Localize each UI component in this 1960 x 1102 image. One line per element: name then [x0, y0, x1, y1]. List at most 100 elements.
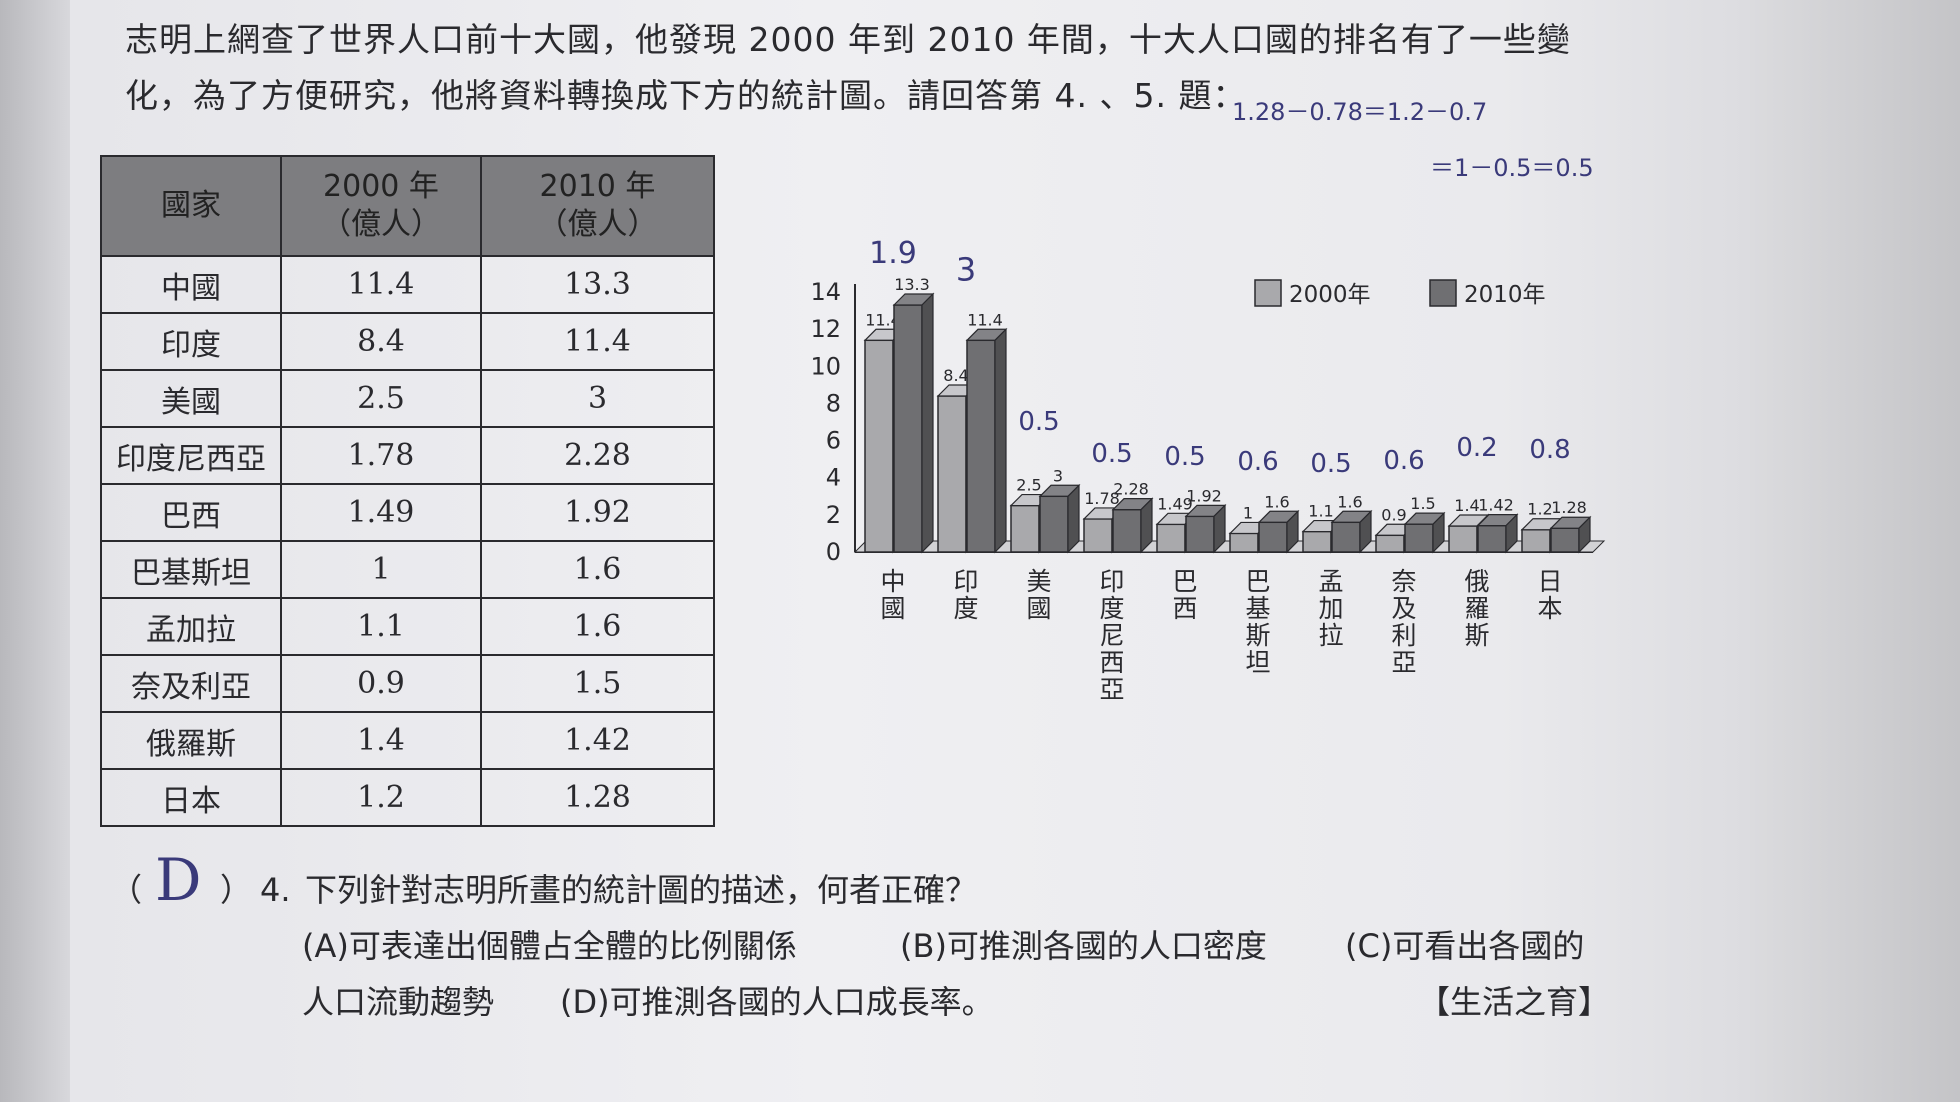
value-2000-cell: 0.9	[280, 654, 482, 713]
x-category-label-char: 中	[880, 567, 905, 596]
source-tag: 【生活之育】	[1417, 983, 1610, 1021]
handwritten-formula-1: 1.28－0.78＝1.2－0.7	[1232, 98, 1488, 126]
country-cell: 印度	[100, 312, 282, 371]
x-category-label-char: 日	[1537, 567, 1562, 596]
bar-2010	[1039, 495, 1069, 553]
question-number: 4.	[260, 871, 291, 909]
header-2000: 2000 年 （億人）	[280, 155, 482, 257]
table-row: 日本 1.2 1.28	[100, 768, 715, 827]
x-category-label-char: 孟	[1318, 567, 1343, 596]
bar-side-face	[1213, 503, 1226, 554]
population-bar-chart: 0 2 4 6 8 10 12 14 11.4 13.3 中國 8.4 11.4 印度 2.5 3 美國 1.78…	[780, 236, 1620, 710]
country-cell: 日本	[100, 768, 282, 827]
handwritten-diff: 0.8	[1529, 435, 1570, 465]
value-2000-cell: 1.78	[280, 426, 482, 485]
intro-line-2: 化，為了方便研究，他將資料轉換成下方的統計圖。請回答第 4. 、5. 題：	[125, 76, 1247, 115]
y-tick-label: 8	[826, 389, 841, 417]
bar-data-label: 1.6	[1337, 492, 1362, 511]
value-2000-cell: 1	[280, 540, 482, 599]
legend-swatch	[1429, 279, 1457, 307]
bar-data-label: 1.5	[1410, 494, 1435, 513]
value-2010-cell: 1.42	[480, 711, 715, 770]
y-tick-label: 4	[826, 464, 841, 492]
x-category-label-char: 國	[1026, 594, 1051, 623]
x-category-label-char: 尼	[1099, 621, 1124, 650]
y-tick-label: 14	[810, 278, 841, 306]
bar-2000	[937, 395, 967, 553]
x-category-label-char: 奈	[1391, 567, 1416, 596]
value-2010-cell: 3	[480, 369, 715, 428]
x-category-label-char: 斯	[1245, 621, 1270, 650]
header-2010: 2010 年 （億人）	[480, 155, 715, 257]
x-category-label-char: 及	[1391, 594, 1416, 623]
header-country: 國家	[100, 155, 282, 257]
handwritten-diff: 0.5	[1310, 449, 1351, 479]
handwritten-diff: 0.5	[1091, 439, 1132, 469]
answer-paren-open: （	[110, 871, 143, 909]
handwritten-diff: 0.5	[1164, 442, 1205, 472]
bar-2010	[1258, 521, 1288, 553]
table-row: 美國 2.5 3	[100, 369, 715, 428]
handwritten-diff-india: 3	[956, 250, 976, 288]
page-shadow-edge	[0, 0, 70, 1102]
bar-data-label: 2.5	[1016, 476, 1041, 495]
population-table: 國家 2000 年 （億人） 2010 年 （億人） 中國 11.4 13.3 印度 8…	[100, 155, 715, 827]
handwritten-formula-2: ＝1－0.5＝0.5	[1430, 154, 1594, 182]
country-cell: 中國	[100, 255, 282, 314]
bar-2000	[1010, 504, 1040, 553]
question-text: 下列針對志明所畫的統計圖的描述，何者正確？	[305, 871, 978, 909]
value-2010-cell: 2.28	[480, 426, 715, 485]
bar-side-face	[921, 292, 934, 554]
value-2010-cell: 1.5	[480, 654, 715, 713]
value-2000-cell: 2.5	[280, 369, 482, 428]
intro-paragraph: 志明上網查了世界人口前十大國，他發現 2000 年到 2010 年間，十大人口國…	[125, 12, 1625, 124]
answer-paren-close: ）	[220, 871, 253, 909]
bar-2010	[966, 339, 996, 553]
bar-data-label: 1.78	[1084, 489, 1120, 508]
bar-2010	[1185, 515, 1215, 553]
table-row: 印度尼西亞 1.78 2.28	[100, 426, 715, 485]
table-row: 俄羅斯 1.4 1.42	[100, 711, 715, 770]
options-row-1: (A)可表達出個體占全體的比例關係 (B)可推測各國的人口密度 (C)可看出各國…	[110, 918, 1650, 974]
table-row: 巴西 1.49 1.92	[100, 483, 715, 542]
bar-data-label: 11.4	[967, 310, 1003, 329]
x-category-label-char: 亞	[1099, 675, 1124, 704]
value-2000-cell: 8.4	[280, 312, 482, 371]
bar-2010	[1112, 508, 1142, 553]
handwritten-answer: D	[155, 846, 202, 914]
options-row-2: 人口流動趨勢 (D)可推測各國的人口成長率。 【生活之育】	[110, 974, 1650, 1030]
value-2010-cell: 1.92	[480, 483, 715, 542]
bar-2000	[1156, 523, 1186, 553]
value-2000-cell: 1.4	[280, 711, 482, 770]
option-d: (D)可推測各國的人口成長率。	[560, 983, 994, 1021]
bar-2010	[893, 304, 923, 553]
bar-data-label: 13.3	[894, 275, 930, 294]
x-category-label-char: 坦	[1245, 648, 1270, 677]
bar-data-label: 1.2	[1527, 500, 1552, 519]
bar-data-label: 3	[1053, 466, 1063, 485]
bar-side-face	[994, 327, 1007, 554]
y-tick-label: 0	[826, 538, 841, 566]
value-2010-cell: 1.6	[480, 597, 715, 656]
value-2010-cell: 1.28	[480, 768, 715, 827]
x-category-label-char: 拉	[1318, 621, 1343, 650]
table-row: 奈及利亞 0.9 1.5	[100, 654, 715, 713]
bar-data-label: 1.42	[1478, 496, 1514, 515]
handwritten-diff: 0.6	[1237, 447, 1278, 477]
country-cell: 巴基斯坦	[100, 540, 282, 599]
x-category-label-char: 西	[1099, 648, 1124, 677]
handwritten-diff: 0.2	[1456, 433, 1497, 463]
legend-swatch	[1254, 279, 1282, 307]
x-category-label-char: 印	[953, 567, 978, 596]
x-category-label-char: 加	[1318, 594, 1343, 623]
x-category-label-char: 巴	[1245, 567, 1270, 596]
question-stem-row: （ D ） 4. 下列針對志明所畫的統計圖的描述，何者正確？	[110, 851, 1650, 918]
question-4: （ D ） 4. 下列針對志明所畫的統計圖的描述，何者正確？ (A)可表達出個體…	[110, 851, 1650, 1030]
table-row: 中國 11.4 13.3	[100, 255, 715, 314]
option-c: (C)可看出各國的	[1345, 927, 1585, 965]
legend-label: 2010年	[1464, 282, 1546, 308]
x-category-label-char: 美	[1026, 567, 1051, 596]
y-tick-label: 10	[810, 352, 841, 380]
y-tick-label: 6	[826, 427, 841, 455]
country-cell: 俄羅斯	[100, 711, 282, 770]
